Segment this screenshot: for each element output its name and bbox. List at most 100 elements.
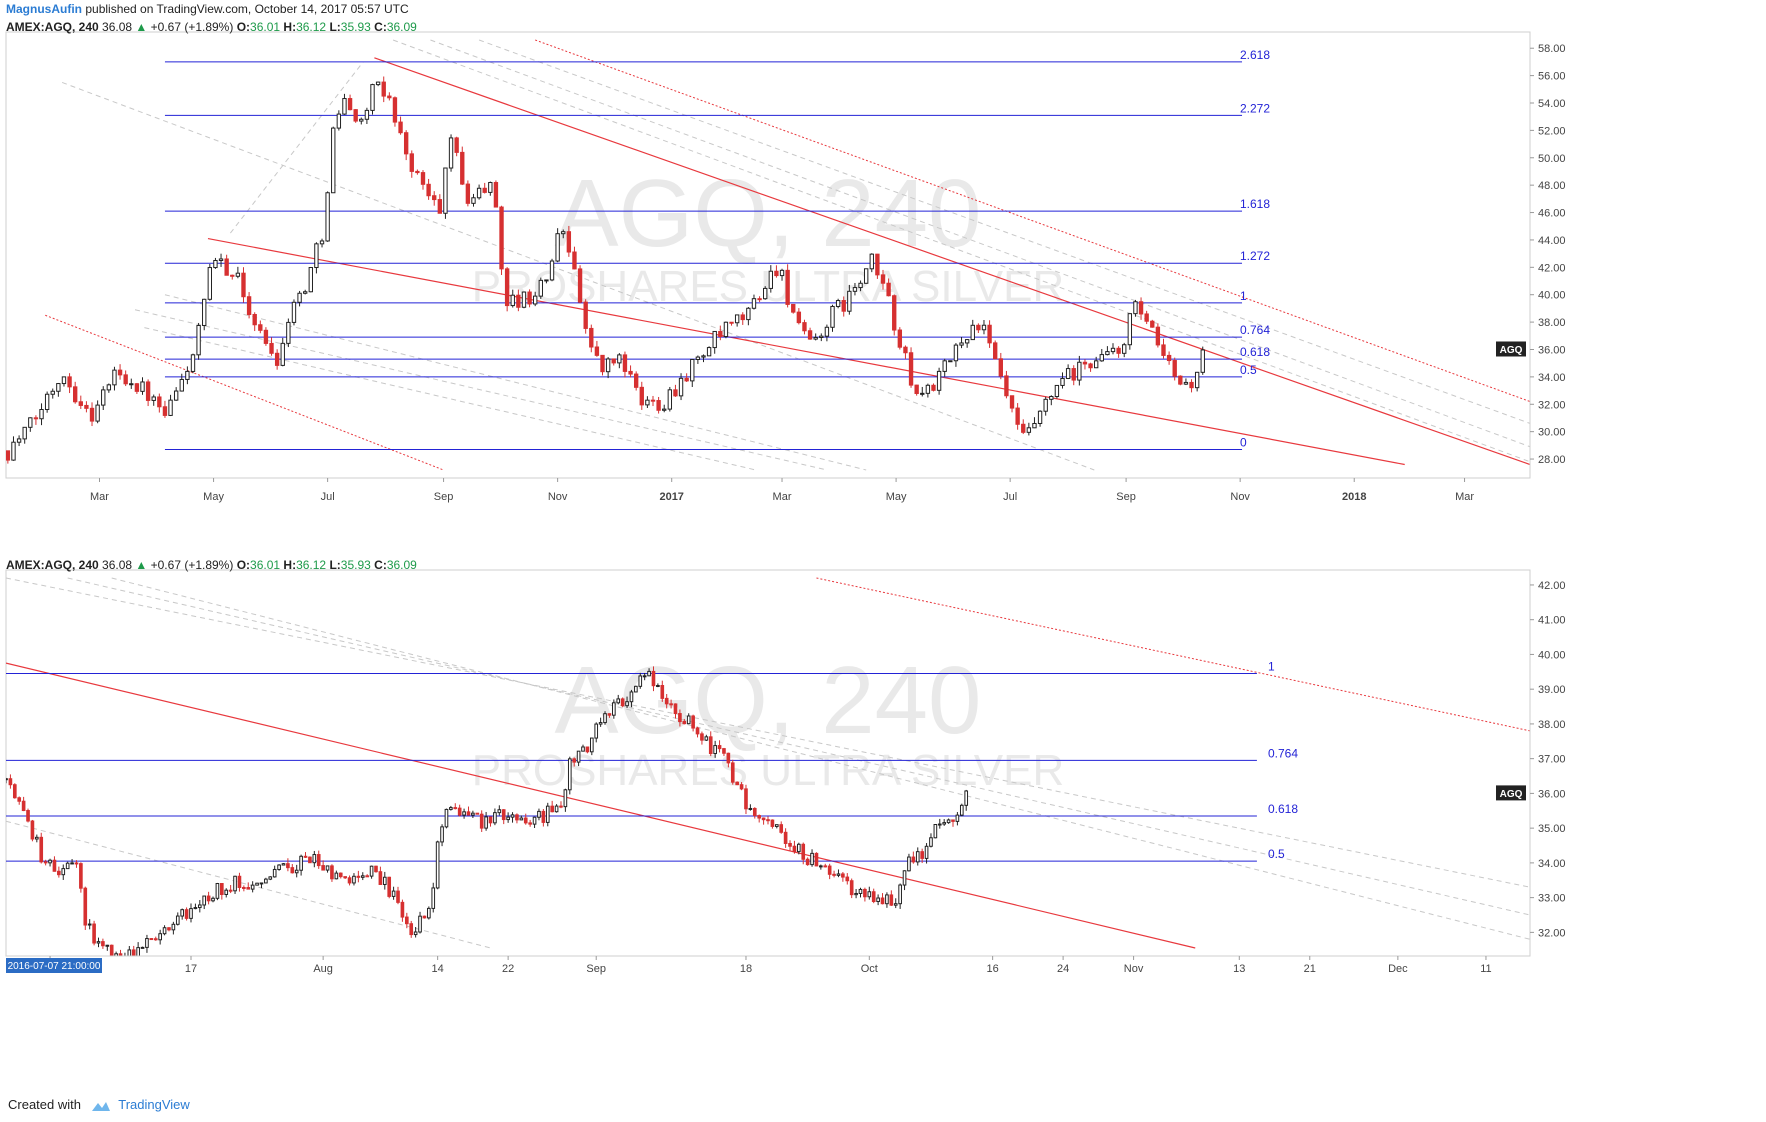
candle[interactable] (308, 267, 313, 293)
candle[interactable] (993, 340, 998, 360)
candle[interactable] (925, 383, 931, 398)
dashed-channel-line[interactable] (430, 39, 1530, 448)
candle[interactable] (805, 857, 810, 866)
candle[interactable] (33, 415, 39, 425)
candle[interactable] (28, 417, 33, 432)
candle[interactable] (224, 888, 229, 898)
candle[interactable] (783, 828, 788, 848)
candle[interactable] (112, 366, 117, 391)
candle[interactable] (342, 93, 347, 115)
candle[interactable] (241, 267, 246, 303)
candle[interactable] (819, 864, 823, 870)
candle[interactable] (832, 870, 836, 878)
candle[interactable] (634, 685, 638, 693)
candle[interactable] (196, 322, 201, 360)
candle[interactable] (875, 253, 880, 279)
candle[interactable] (162, 925, 167, 936)
candle[interactable] (123, 952, 127, 958)
candle[interactable] (117, 364, 123, 380)
candle[interactable] (211, 896, 215, 903)
dotted-channel-line[interactable] (45, 314, 444, 471)
candle[interactable] (1105, 346, 1110, 356)
candle[interactable] (748, 804, 753, 811)
candle[interactable] (381, 76, 386, 103)
candle[interactable] (39, 832, 44, 864)
candle[interactable] (5, 777, 8, 784)
candle[interactable] (460, 146, 465, 186)
candle[interactable] (136, 942, 140, 965)
candle[interactable] (510, 812, 515, 823)
candle[interactable] (171, 921, 176, 935)
candle[interactable] (739, 782, 744, 791)
candle[interactable] (312, 850, 317, 868)
candle[interactable] (299, 854, 303, 876)
candle[interactable] (729, 321, 734, 326)
candle[interactable] (622, 351, 628, 378)
candle[interactable] (272, 865, 277, 878)
candle[interactable] (74, 860, 79, 868)
candle[interactable] (813, 333, 818, 341)
author-link[interactable]: MagnusAufin (6, 2, 82, 16)
candle[interactable] (706, 346, 712, 357)
candle[interactable] (1194, 371, 1200, 392)
candle[interactable] (167, 927, 171, 932)
candle[interactable] (656, 683, 660, 688)
candle[interactable] (907, 853, 911, 872)
candle[interactable] (726, 752, 731, 768)
candle[interactable] (190, 353, 196, 374)
candle[interactable] (193, 903, 198, 910)
candle[interactable] (1060, 372, 1065, 389)
candle[interactable] (807, 327, 813, 340)
candle[interactable] (44, 391, 50, 413)
candle[interactable] (1071, 365, 1076, 386)
candle[interactable] (761, 817, 766, 825)
candle[interactable] (334, 870, 339, 880)
candle[interactable] (409, 920, 414, 938)
candle[interactable] (258, 320, 263, 334)
candle[interactable] (667, 386, 673, 412)
candle[interactable] (797, 842, 801, 855)
candle[interactable] (766, 816, 770, 825)
candle[interactable] (669, 699, 673, 709)
candle[interactable] (26, 808, 30, 823)
candle[interactable] (827, 863, 832, 880)
candle[interactable] (375, 81, 381, 87)
candle[interactable] (364, 107, 370, 125)
candle[interactable] (242, 885, 246, 892)
candle[interactable] (127, 946, 132, 959)
candle[interactable] (537, 808, 541, 821)
candle[interactable] (499, 205, 504, 275)
dashed-channel-line[interactable] (164, 294, 867, 471)
candle[interactable] (1122, 342, 1127, 358)
candle[interactable] (1093, 356, 1099, 369)
candle[interactable] (948, 360, 953, 363)
candle[interactable] (92, 920, 96, 946)
candle[interactable] (936, 367, 942, 395)
candle[interactable] (1150, 319, 1155, 328)
candle[interactable] (523, 813, 528, 825)
candle[interactable] (140, 377, 145, 395)
candle[interactable] (16, 435, 22, 447)
candle[interactable] (291, 299, 297, 326)
candle[interactable] (740, 312, 745, 325)
channel-line[interactable] (6, 662, 1196, 949)
candle[interactable] (1161, 338, 1166, 359)
dashed-channel-line[interactable] (67, 577, 1530, 916)
candle[interactable] (432, 191, 437, 206)
candle[interactable] (457, 804, 462, 817)
candle[interactable] (443, 167, 448, 219)
candle[interactable] (880, 269, 886, 290)
candle[interactable] (563, 788, 568, 812)
candle[interactable] (400, 899, 405, 922)
candle[interactable] (684, 373, 689, 382)
candle[interactable] (1015, 403, 1020, 430)
candle[interactable] (953, 343, 959, 367)
candle[interactable] (479, 810, 484, 832)
candle[interactable] (946, 818, 951, 824)
candle[interactable] (207, 263, 213, 301)
candle[interactable] (145, 379, 151, 407)
candle[interactable] (955, 812, 960, 826)
candle[interactable] (391, 886, 396, 900)
candle[interactable] (633, 371, 639, 391)
